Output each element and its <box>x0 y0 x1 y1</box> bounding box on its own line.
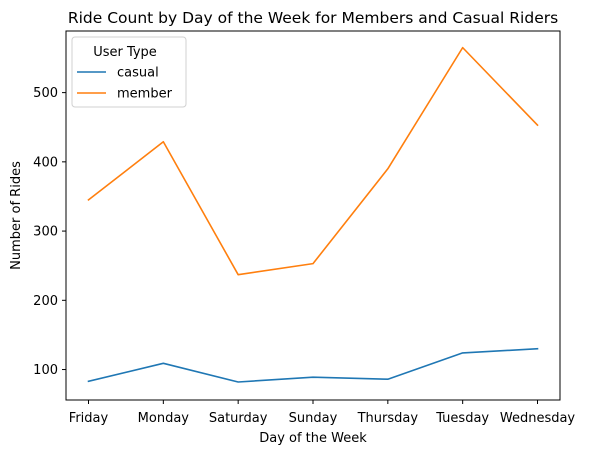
legend-label-casual: casual <box>117 66 159 81</box>
series-line-casual <box>87 347 539 383</box>
x-tick-label: Tuesday <box>435 411 489 426</box>
legend-label-member: member <box>117 87 173 102</box>
y-tick-label: 100 <box>33 363 58 378</box>
legend: User Type casual member <box>71 36 187 108</box>
chart-title: Ride Count by Day of the Week for Member… <box>68 9 558 27</box>
y-axis: 100 200 300 400 500 <box>33 86 66 378</box>
x-tick-label: Thursday <box>357 411 419 426</box>
x-tick-label: Wednesday <box>500 411 576 426</box>
x-tick-label: Friday <box>69 411 109 426</box>
y-tick-label: 300 <box>33 225 58 240</box>
legend-box <box>71 36 187 108</box>
x-tick-label: Saturday <box>209 411 268 426</box>
x-tick-label: Monday <box>138 411 190 426</box>
y-tick-label: 500 <box>33 86 58 101</box>
legend-title: User Type <box>93 45 157 60</box>
y-tick-label: 400 <box>33 155 58 170</box>
x-axis: Friday Monday Saturday Sunday Thursday Tuesda… <box>69 400 576 426</box>
series-layer <box>87 46 539 383</box>
x-tick-label: Sunday <box>289 411 338 426</box>
y-axis-label: Number of Rides <box>9 161 24 270</box>
x-axis-label: Day of the Week <box>259 431 367 446</box>
y-tick-label: 200 <box>33 294 58 309</box>
